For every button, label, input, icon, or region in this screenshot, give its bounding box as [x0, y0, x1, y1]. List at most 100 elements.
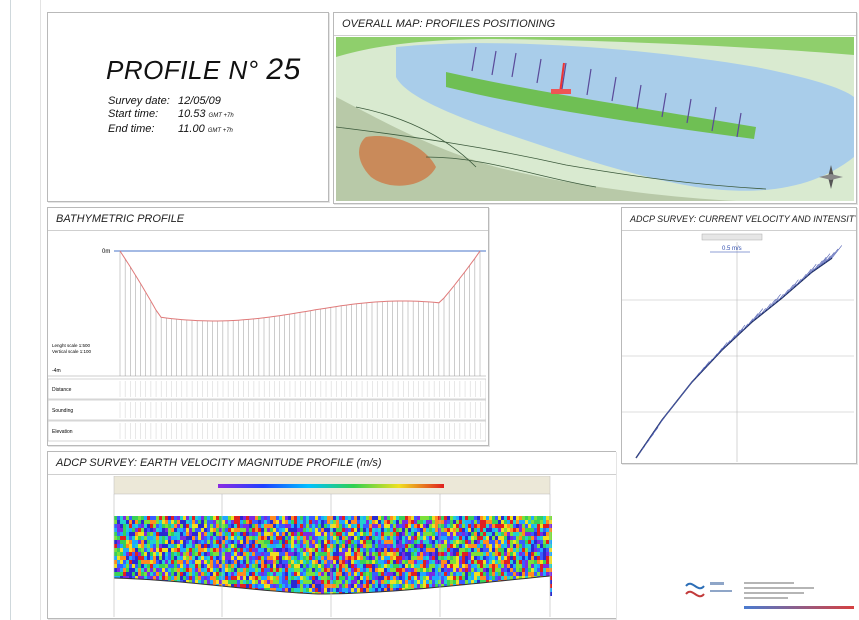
current-vector: [756, 312, 762, 319]
earth-velocity-cell: [315, 588, 318, 592]
earth-velocity-cell: [348, 556, 351, 560]
earth-velocity-cell: [162, 544, 165, 548]
earth-velocity-cell: [231, 584, 234, 588]
earth-velocity-cell: [339, 568, 342, 572]
earth-velocity-cell: [414, 532, 417, 536]
earth-velocity-cell: [417, 568, 420, 572]
earth-velocity-cell: [438, 540, 441, 544]
earth-velocity-cell: [216, 532, 219, 536]
earth-velocity-cell: [123, 536, 126, 540]
earth-velocity-cell: [312, 576, 315, 580]
earth-velocity-cell: [549, 552, 552, 556]
earth-velocity-cell: [210, 560, 213, 564]
earth-velocity-cell: [174, 556, 177, 560]
earth-velocity-cell: [549, 524, 552, 528]
earth-velocity-cell: [318, 528, 321, 532]
earth-velocity-cell: [441, 532, 444, 536]
earth-velocity-cell: [123, 568, 126, 572]
earth-velocity-cell: [147, 568, 150, 572]
earth-velocity-cell: [366, 536, 369, 540]
earth-velocity-cell: [327, 580, 330, 584]
earth-velocity-cell: [228, 540, 231, 544]
earth-velocity-cell: [288, 532, 291, 536]
earth-velocity-cell: [270, 552, 273, 556]
earth-velocity-cell: [378, 588, 381, 592]
earth-velocity-cell: [168, 556, 171, 560]
earth-velocity-cell: [381, 576, 384, 580]
earth-velocity-cell: [375, 532, 378, 536]
earth-velocity-cell: [474, 568, 477, 572]
earth-velocity-cell: [414, 528, 417, 532]
earth-velocity-cell: [114, 528, 117, 532]
earth-velocity-cell: [219, 528, 222, 532]
earth-velocity-cell: [525, 572, 528, 576]
earth-velocity-cell: [459, 516, 462, 520]
earth-velocity-cell: [150, 524, 153, 528]
earth-velocity-cell: [423, 520, 426, 524]
earth-velocity-cell: [372, 584, 375, 588]
earth-velocity-cell: [447, 516, 450, 520]
earth-velocity-cell: [327, 548, 330, 552]
earth-velocity-cell: [411, 580, 414, 584]
earth-velocity-cell: [153, 532, 156, 536]
earth-velocity-cell: [141, 548, 144, 552]
earth-velocity-cell: [471, 548, 474, 552]
earth-velocity-cell: [483, 560, 486, 564]
earth-velocity-cell: [384, 524, 387, 528]
earth-velocity-cell: [174, 516, 177, 520]
earth-velocity-cell: [429, 528, 432, 532]
earth-velocity-cell: [471, 580, 474, 584]
earth-velocity-cell: [504, 552, 507, 556]
earth-velocity-cell: [174, 528, 177, 532]
earth-velocity-cell: [372, 568, 375, 572]
earth-velocity-cell: [501, 568, 504, 572]
earth-velocity-cell: [429, 572, 432, 576]
earth-velocity-cell: [258, 580, 261, 584]
earth-velocity-cell: [219, 524, 222, 528]
earth-velocity-cell: [519, 532, 522, 536]
earth-velocity-cell: [408, 572, 411, 576]
earth-velocity-cell: [258, 516, 261, 520]
earth-velocity-cell: [483, 564, 486, 568]
earth-velocity-cell: [444, 532, 447, 536]
earth-velocity-cell: [129, 536, 132, 540]
earth-velocity-cell: [369, 568, 372, 572]
earth-velocity-cell: [150, 572, 153, 576]
earth-velocity-cell: [303, 532, 306, 536]
earth-velocity-cell: [234, 576, 237, 580]
earth-velocity-cell: [507, 572, 510, 576]
earth-velocity-cell: [423, 548, 426, 552]
earth-velocity-cell: [327, 540, 330, 544]
earth-velocity-cell: [237, 568, 240, 572]
earth-velocity-cell: [201, 564, 204, 568]
earth-velocity-cell: [282, 552, 285, 556]
earth-velocity-cell: [282, 520, 285, 524]
earth-velocity-cell: [282, 544, 285, 548]
earth-velocity-cell: [153, 576, 156, 580]
earth-velocity-cell: [183, 524, 186, 528]
earth-velocity-cell: [228, 556, 231, 560]
earth-velocity-cell: [288, 568, 291, 572]
earth-velocity-cell: [279, 576, 282, 580]
earth-velocity-cell: [264, 568, 267, 572]
earth-velocity-cell: [270, 588, 273, 592]
adcp-current-panel: ADCP SURVEY: CURRENT VELOCITY AND INTENS…: [621, 207, 857, 464]
earth-velocity-cell: [321, 528, 324, 532]
earth-velocity-cell: [360, 536, 363, 540]
earth-velocity-cell: [114, 520, 117, 524]
earth-velocity-cell: [345, 576, 348, 580]
earth-velocity-cell: [456, 556, 459, 560]
earth-velocity-cell: [234, 536, 237, 540]
earth-velocity-cell: [549, 548, 552, 552]
earth-velocity-cell: [483, 520, 486, 524]
earth-velocity-cell: [438, 520, 441, 524]
earth-velocity-cell: [438, 568, 441, 572]
earth-velocity-cell: [504, 528, 507, 532]
earth-velocity-cell: [504, 572, 507, 576]
earth-velocity-cell: [171, 560, 174, 564]
earth-velocity-cell: [369, 532, 372, 536]
earth-velocity-cell: [180, 536, 183, 540]
earth-velocity-cell: [375, 540, 378, 544]
earth-velocity-cell: [243, 560, 246, 564]
earth-velocity-cell: [498, 532, 501, 536]
